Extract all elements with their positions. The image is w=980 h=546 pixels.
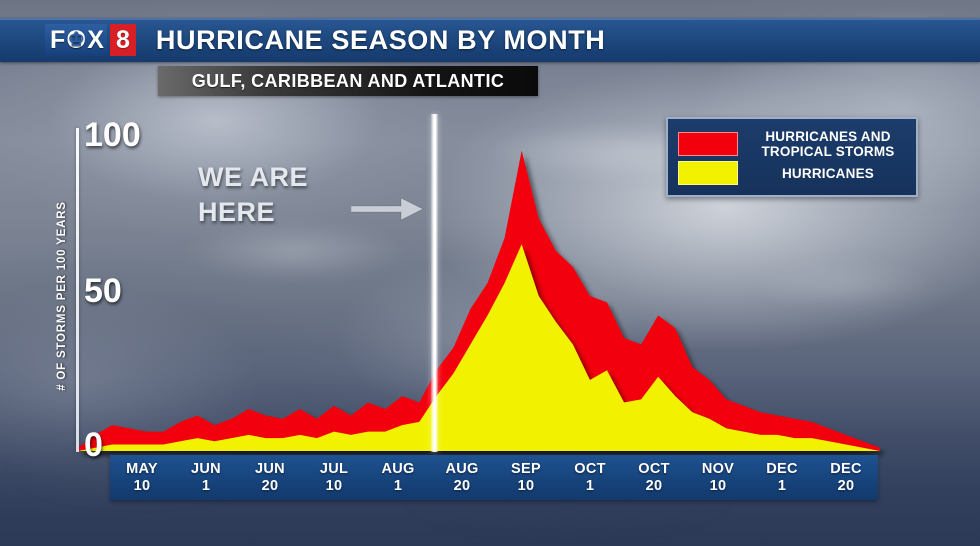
chart-legend: HURRICANES AND TROPICAL STORMS HURRICANE…	[666, 117, 918, 197]
x-axis-label: OCT 1	[558, 455, 622, 500]
legend-swatch-red	[678, 132, 738, 156]
x-axis-label-month: AUG	[381, 460, 415, 477]
x-axis-label-month: OCT	[574, 460, 606, 477]
x-axis-label: NOV 10	[686, 455, 750, 500]
x-axis-label: AUG 20	[430, 455, 494, 500]
x-axis-label-day: 10	[133, 477, 151, 494]
x-axis-label-day: 10	[517, 477, 535, 494]
x-axis-label: OCT 20	[622, 455, 686, 500]
subtitle-bar: GULF, CARIBBEAN AND ATLANTIC	[158, 66, 538, 96]
x-axis-label-month: DEC	[830, 460, 862, 477]
x-axis-label-month: NOV	[701, 460, 735, 477]
x-axis-label-month: JUN	[191, 460, 221, 477]
x-axis-label-day: 1	[201, 477, 211, 494]
x-axis-label-day: 1	[393, 477, 403, 494]
x-axis-label: MAY 10	[110, 455, 174, 500]
legend-item-hurricanes: HURRICANES	[678, 161, 906, 185]
legend-swatch-yellow	[678, 161, 738, 185]
x-axis-label-day: 20	[261, 477, 279, 494]
x-axis-label: DEC 20	[814, 455, 878, 500]
x-axis-label-bar: MAY 10 JUN 1 JUN 20 JUL 10 AUG 1 AUG 20 SEP 10 OCT 1 OCT…	[110, 455, 878, 500]
x-axis-label: JUN 20	[238, 455, 302, 500]
x-axis-label-day: 10	[709, 477, 727, 494]
fleur-de-lis-icon: ♔	[67, 29, 85, 51]
x-axis-label-month: OCT	[638, 460, 670, 477]
x-axis-label-month: JUL	[319, 460, 349, 477]
x-axis-label-day: 10	[325, 477, 343, 494]
fox-letter-f: F	[50, 26, 66, 54]
x-axis-label-day: 20	[837, 477, 855, 494]
x-axis-label: DEC 1	[750, 455, 814, 500]
x-axis-label-day: 1	[777, 477, 787, 494]
fox-channel-number: 8	[109, 24, 136, 56]
x-axis-label: JUL 10	[302, 455, 366, 500]
fox-letter-o: O ♔	[66, 26, 86, 54]
x-axis-label: SEP 10	[494, 455, 558, 500]
x-axis-label-month: JUN	[255, 460, 285, 477]
fox-letter-x: X	[87, 26, 104, 54]
title-bar: F O ♔ X 8 HURRICANE SEASON BY MONTH	[0, 18, 980, 62]
x-axis-label-month: SEP	[511, 460, 541, 477]
subtitle-text: GULF, CARIBBEAN AND ATLANTIC	[191, 70, 505, 91]
x-axis-label-day: 1	[585, 477, 595, 494]
x-axis-label: JUN 1	[174, 455, 238, 500]
legend-label-hurricanes: HURRICANES	[781, 165, 874, 181]
legend-item-total: HURRICANES AND TROPICAL STORMS	[678, 129, 906, 159]
x-axis-label-month: DEC	[766, 460, 798, 477]
x-axis-label-day: 20	[645, 477, 663, 494]
fox8-logo: F O ♔ X 8	[45, 24, 136, 56]
page-title: HURRICANE SEASON BY MONTH	[155, 24, 606, 55]
x-axis-label-month: MAY	[126, 460, 158, 477]
x-axis-label: AUG 1	[366, 455, 430, 500]
x-axis-label-month: AUG	[445, 460, 479, 477]
legend-label-total: HURRICANES AND TROPICAL STORMS	[761, 129, 895, 159]
fox-wordmark: F O ♔ X	[45, 24, 107, 56]
x-axis-label-day: 20	[453, 477, 471, 494]
